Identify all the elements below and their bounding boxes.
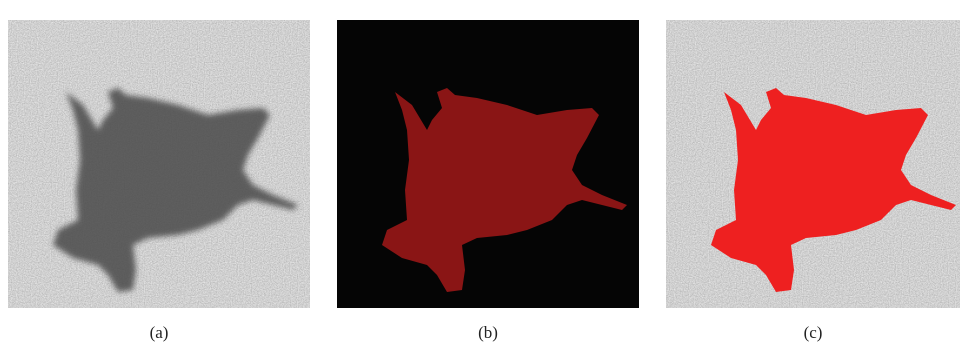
- caption: (c): [804, 323, 823, 342]
- panel-c: [666, 20, 960, 308]
- panel-a: [8, 20, 310, 308]
- caption: (b): [478, 323, 498, 342]
- panel-b: [337, 20, 639, 308]
- figure: (a) (b) (c): [0, 0, 960, 350]
- caption: (a): [150, 323, 169, 342]
